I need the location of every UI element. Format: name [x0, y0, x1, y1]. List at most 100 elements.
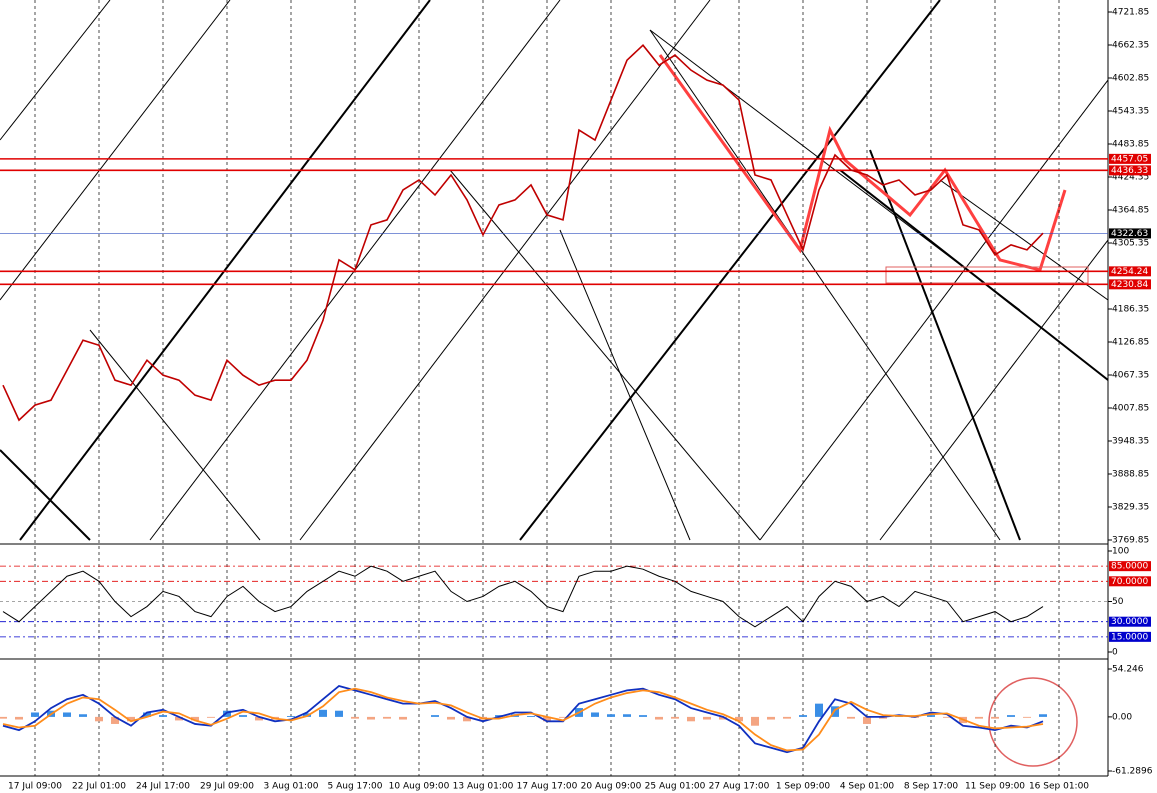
x-tick-label: 5 Aug 17:00 — [328, 782, 383, 792]
histogram-bar — [735, 716, 743, 722]
y-tick-label: 4602.85 — [1112, 74, 1149, 84]
y-tick-label: 4424.35 — [1112, 173, 1149, 183]
x-tick-label: 17 Aug 17:00 — [517, 782, 578, 792]
histogram-bar — [95, 716, 103, 722]
price-label-box — [1109, 228, 1151, 239]
histogram-bar — [991, 716, 999, 719]
x-tick-label: 22 Jul 01:00 — [72, 782, 126, 792]
x-tick-label: 13 Aug 01:00 — [453, 782, 514, 792]
level-label-box — [1109, 631, 1151, 642]
histogram-bar — [1023, 716, 1031, 718]
price-label-box — [1109, 266, 1151, 277]
level-label-box — [1109, 576, 1151, 587]
x-tick-label: 25 Aug 01:00 — [645, 782, 706, 792]
histogram-bar — [1039, 714, 1047, 717]
histogram-bar — [431, 715, 439, 717]
histogram-bar — [1007, 715, 1015, 717]
histogram-bar — [831, 706, 839, 717]
histogram-bar — [463, 716, 471, 722]
histogram-bar — [239, 715, 247, 717]
y-tick-label: 4662.35 — [1112, 41, 1149, 51]
histogram-bar — [383, 716, 391, 719]
histogram-bar — [799, 715, 807, 717]
x-tick-label: 17 Jul 09:00 — [8, 782, 62, 792]
histogram-bar — [783, 716, 791, 719]
histogram-bar — [287, 716, 295, 717]
histogram-bar — [207, 716, 215, 718]
price-label-box — [1109, 153, 1151, 164]
histogram-bar — [0, 716, 7, 719]
x-tick-label: 16 Sep 01:00 — [1029, 782, 1089, 792]
histogram-bar — [847, 716, 855, 719]
histogram-bar — [319, 709, 327, 717]
histogram-bar — [15, 716, 23, 720]
price-line-series — [2, 565, 1044, 628]
price-label: 4254.24 — [1111, 267, 1148, 277]
x-tick-label: 10 Aug 09:00 — [389, 782, 450, 792]
indicator-line — [2, 687, 1044, 752]
y-tick-label: 4186.35 — [1112, 305, 1149, 315]
histogram-bar — [927, 715, 935, 717]
histogram-bar — [655, 716, 663, 720]
histogram-bar — [719, 716, 727, 720]
x-tick-label: 1 Sep 09:00 — [776, 782, 831, 792]
price-label: 4230.84 — [1111, 280, 1148, 290]
price-line-series — [2, 44, 1044, 422]
level-label: 30.0000 — [1111, 617, 1148, 627]
histogram-bar — [31, 712, 39, 717]
price-label: 4436.33 — [1111, 166, 1148, 176]
y-tick-label: 4483.85 — [1112, 140, 1149, 150]
zone-box — [885, 266, 1089, 284]
histogram-bar — [975, 716, 983, 719]
histogram-bar — [399, 716, 407, 720]
y-tick-label: 3829.35 — [1112, 503, 1149, 513]
histogram-bar — [543, 716, 551, 722]
level-label: 85.0000 — [1111, 562, 1148, 572]
histogram-bar — [175, 716, 183, 721]
y-tick-label: 0.00 — [1112, 712, 1132, 722]
histogram-bar — [623, 714, 631, 717]
x-tick-label: 27 Aug 17:00 — [709, 782, 770, 792]
y-tick-label: 0 — [1112, 648, 1118, 658]
histogram-bar — [639, 715, 647, 717]
y-tick-label: 100 — [1112, 547, 1129, 557]
price-label: 4457.05 — [1111, 154, 1148, 164]
y-tick-label: 3948.35 — [1112, 437, 1149, 447]
histogram-bar — [687, 716, 695, 722]
y-tick-label: 4721.85 — [1112, 8, 1149, 18]
x-tick-label: 24 Jul 17:00 — [136, 782, 190, 792]
level-label: 15.0000 — [1111, 632, 1148, 642]
histogram-bar — [591, 712, 599, 717]
histogram-bar — [367, 716, 375, 720]
histogram-bar — [703, 716, 711, 720]
histogram-bar — [111, 716, 119, 724]
histogram-bar — [63, 712, 71, 717]
y-tick-label: 4543.35 — [1112, 107, 1149, 117]
y-tick-label: 50 — [1112, 597, 1124, 607]
x-tick-label: 29 Jul 09:00 — [200, 782, 254, 792]
histogram-bar — [351, 716, 359, 719]
histogram-bar — [191, 716, 199, 721]
price-label-box — [1109, 165, 1151, 176]
y-tick-label: 4126.85 — [1112, 338, 1149, 348]
level-label: 70.0000 — [1111, 577, 1148, 587]
highlight-circle — [988, 677, 1078, 767]
price-label-box — [1109, 279, 1151, 290]
histogram-bar — [143, 712, 151, 717]
histogram-bar — [815, 703, 823, 717]
y-tick-label: 4067.35 — [1112, 371, 1149, 381]
x-tick-label: 20 Aug 09:00 — [581, 782, 642, 792]
indicator-line — [2, 684, 1044, 754]
histogram-bar — [863, 716, 871, 724]
y-tick-label: -61.2896 — [1112, 767, 1153, 777]
histogram-bar — [527, 716, 535, 717]
histogram-bar — [255, 716, 263, 721]
histogram-bar — [751, 716, 759, 726]
histogram-bar — [943, 716, 951, 718]
y-tick-label: 3888.85 — [1112, 470, 1149, 480]
x-tick-label: 3 Aug 01:00 — [264, 782, 319, 792]
histogram-bar — [79, 714, 87, 717]
price-label: 4322.63 — [1111, 229, 1148, 239]
x-tick-label: 8 Sep 17:00 — [904, 782, 959, 792]
